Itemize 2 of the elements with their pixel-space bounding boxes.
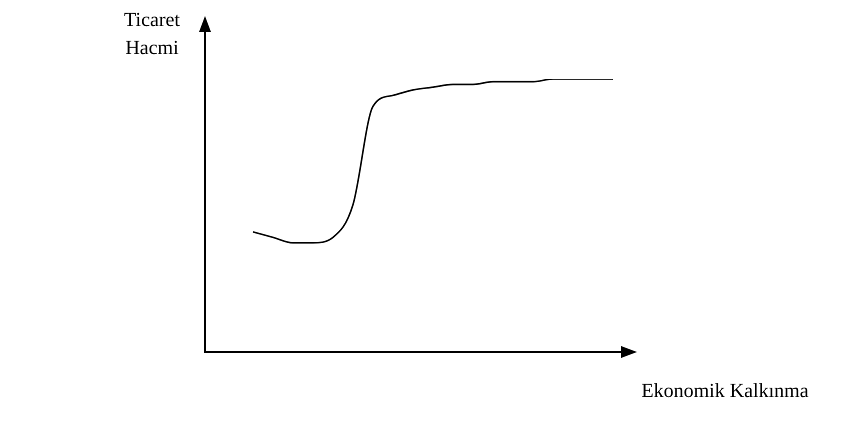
y-axis-title: Ticaret Hacmi (123, 8, 181, 61)
x-axis-title: Ekonomik Kalkınma (640, 380, 810, 403)
